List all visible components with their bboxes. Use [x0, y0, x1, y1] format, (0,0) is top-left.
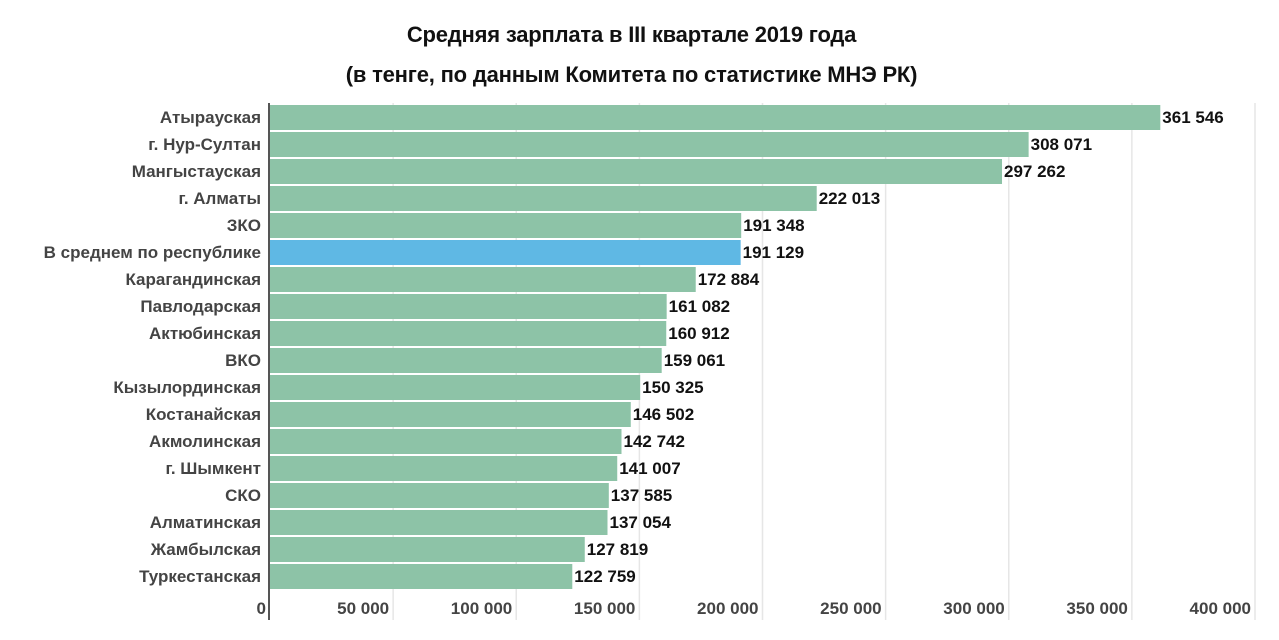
category-label: Мангыстауская [132, 162, 261, 181]
data-label: 222 013 [819, 189, 880, 208]
bar [270, 456, 618, 481]
category-label: Костанайская [146, 405, 261, 424]
bar [270, 213, 742, 238]
bar [270, 132, 1029, 157]
category-label: Туркестанская [139, 567, 261, 586]
x-tick-label: 150 000 [574, 599, 635, 618]
data-label: 137 054 [609, 513, 671, 532]
data-label: 172 884 [698, 270, 760, 289]
data-label: 308 071 [1031, 135, 1092, 154]
chart-subtitle: (в тенге, по данным Комитета по статисти… [345, 62, 918, 87]
data-label: 142 742 [624, 432, 685, 451]
category-label: ВКО [225, 351, 261, 370]
x-tick-label: 250 000 [820, 599, 881, 618]
data-label: 161 082 [669, 297, 730, 316]
bar [270, 348, 662, 373]
data-label: 146 502 [633, 405, 694, 424]
category-label: Алматинская [150, 513, 261, 532]
data-label: 127 819 [587, 540, 648, 559]
category-label: Павлодарская [140, 297, 261, 316]
data-label: 160 912 [668, 324, 729, 343]
data-label: 159 061 [664, 351, 725, 370]
bar [270, 564, 573, 589]
bar [270, 159, 1003, 184]
data-label: 122 759 [574, 567, 635, 586]
data-label: 150 325 [642, 378, 703, 397]
x-tick-label: 200 000 [697, 599, 758, 618]
x-tick-label: 0 [257, 599, 266, 618]
category-label: Жамбылская [150, 540, 261, 559]
bar [270, 186, 817, 211]
x-tick-label: 50 000 [337, 599, 389, 618]
bar-highlight [270, 240, 741, 265]
category-label: Карагандинская [125, 270, 261, 289]
category-label: г. Нур-Султан [148, 135, 261, 154]
category-label: Кызылординская [113, 378, 261, 397]
data-label: 191 129 [743, 243, 804, 262]
bar [270, 483, 609, 508]
data-label: 141 007 [619, 459, 680, 478]
bar [270, 375, 641, 400]
category-label: г. Алматы [178, 189, 261, 208]
bar [270, 321, 667, 346]
data-label: 191 348 [743, 216, 804, 235]
x-tick-label: 300 000 [943, 599, 1004, 618]
bar [270, 537, 585, 562]
bar [270, 294, 667, 319]
category-label: Акмолинская [149, 432, 261, 451]
bar [270, 402, 631, 427]
bar [270, 105, 1161, 130]
data-label: 297 262 [1004, 162, 1065, 181]
bar [270, 510, 608, 535]
category-label: СКО [225, 486, 261, 505]
x-tick-label: 350 000 [1066, 599, 1127, 618]
category-label: Атырауская [160, 108, 261, 127]
category-label: г. Шымкент [165, 459, 261, 478]
category-label: ЗКО [227, 216, 261, 235]
bar [270, 429, 622, 454]
x-tick-label: 400 000 [1190, 599, 1251, 618]
category-label: Актюбинская [149, 324, 261, 343]
bar [270, 267, 696, 292]
category-label: В среднем по республике [44, 243, 261, 262]
x-tick-label: 100 000 [451, 599, 512, 618]
data-label: 137 585 [611, 486, 672, 505]
data-label: 361 546 [1162, 108, 1223, 127]
chart-title: Средняя зарплата в III квартале 2019 год… [406, 22, 857, 47]
